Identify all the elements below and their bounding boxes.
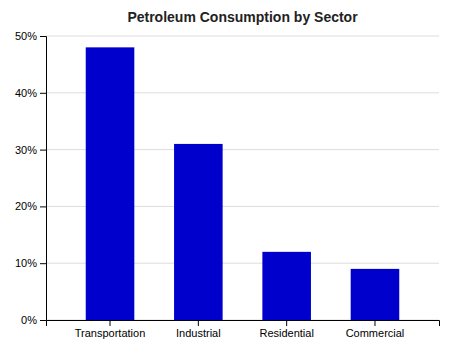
y-tick-mark (40, 93, 46, 94)
y-tick: 0% (21, 314, 46, 326)
x-tick-mark (198, 320, 199, 326)
y-tick-mark (40, 320, 46, 321)
x-tick: Commercial (346, 320, 405, 339)
x-tick-label: Commercial (346, 327, 405, 339)
y-tick: 10% (15, 257, 46, 269)
y-tick-label: 20% (15, 200, 37, 212)
y-tick-label: 40% (15, 87, 37, 99)
x-tick-label: Transportation (75, 327, 146, 339)
y-tick-mark (40, 150, 46, 151)
y-tick-label: 50% (15, 30, 37, 42)
x-axis: Transportation Industrial Residential Comme… (47, 320, 440, 339)
chart-title: Petroleum Consumption by Sector (127, 9, 358, 25)
y-tick-label: 30% (15, 144, 37, 156)
y-axis: 0% 10% 20% 30% 40% 50% (15, 30, 47, 326)
x-tick: Industrial (176, 320, 221, 339)
y-tick-label: 0% (21, 314, 37, 326)
plot-area: Transportation Industrial Residential Comme… (15, 30, 440, 339)
y-tick: 50% (15, 30, 46, 42)
y-tick-mark (40, 36, 46, 37)
bar (86, 47, 135, 320)
grid-line (46, 36, 439, 37)
bar (351, 269, 400, 320)
x-tick: Residential (259, 320, 313, 339)
y-tick-label: 10% (15, 257, 37, 269)
x-axis-line (47, 321, 440, 327)
y-tick: 20% (15, 200, 46, 212)
y-axis-line (40, 37, 47, 321)
x-tick-label: Residential (259, 327, 313, 339)
x-tick-mark (374, 320, 375, 326)
x-tick-label: Industrial (176, 327, 221, 339)
x-tick-mark (110, 320, 111, 326)
x-tick-mark (286, 320, 287, 326)
bar (262, 252, 311, 320)
x-tick: Transportation (75, 320, 146, 339)
y-tick-mark (40, 263, 46, 264)
marks (86, 47, 400, 320)
y-tick: 30% (15, 144, 46, 156)
y-tick-mark (40, 206, 46, 207)
grid (46, 36, 439, 320)
bar (174, 144, 223, 320)
chart-svg: Petroleum Consumption by Sector Transport… (0, 0, 455, 356)
y-tick: 40% (15, 87, 46, 99)
